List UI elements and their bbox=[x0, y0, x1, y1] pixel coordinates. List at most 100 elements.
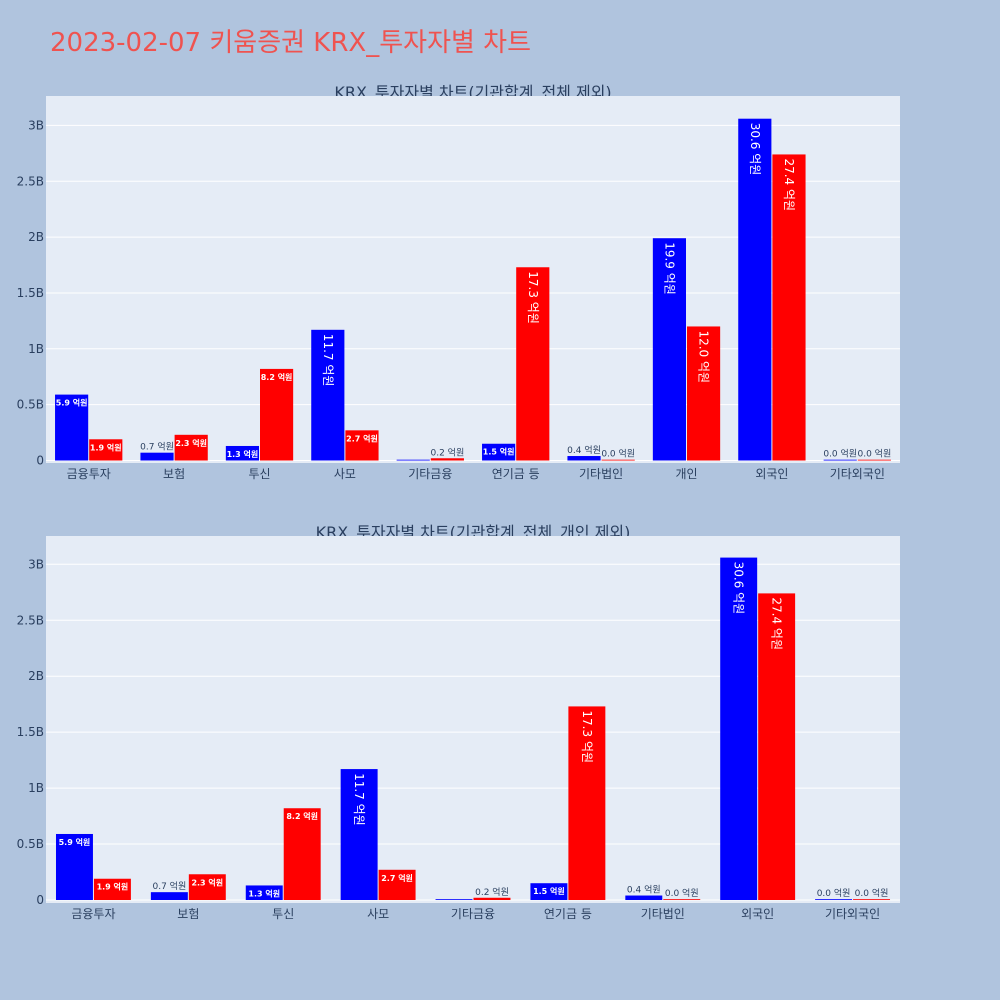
data-label: 30.6 억원 bbox=[732, 562, 746, 615]
data-label: 0.0 억원 bbox=[823, 448, 857, 460]
data-label: 2.7 억원 bbox=[346, 433, 378, 443]
data-label: 2.3 억원 bbox=[191, 877, 223, 887]
data-label: 11.7 억원 bbox=[352, 773, 366, 826]
y-tick-label: 1.5B bbox=[17, 286, 44, 300]
bar-blue bbox=[738, 118, 772, 461]
x-tick-label: 기타법인 bbox=[579, 467, 623, 481]
bar-blue bbox=[625, 895, 663, 900]
data-label: 0.7 억원 bbox=[152, 880, 186, 892]
data-label: 8.2 억원 bbox=[286, 811, 318, 821]
y-tick-label: 2.5B bbox=[17, 174, 44, 188]
bar-red bbox=[345, 430, 379, 461]
data-label: 27.4 억원 bbox=[782, 158, 796, 211]
bar-blue bbox=[311, 329, 345, 461]
x-tick-label: 투신 bbox=[248, 467, 270, 481]
data-label: 2.7 억원 bbox=[381, 873, 413, 883]
bar-red bbox=[568, 706, 606, 900]
bar-red bbox=[772, 154, 806, 461]
x-tick-label: 연기금 등 bbox=[544, 907, 592, 921]
plot-area bbox=[46, 536, 900, 903]
x-tick-label: 금융투자 bbox=[67, 467, 111, 481]
y-tick-label: 2B bbox=[28, 669, 44, 683]
bar-red bbox=[853, 899, 891, 900]
data-label: 17.3 억원 bbox=[580, 710, 594, 763]
y-tick-label: 1.5B bbox=[17, 725, 44, 739]
bar-red bbox=[260, 368, 294, 461]
x-tick-label: 기타외국인 bbox=[825, 907, 880, 921]
y-tick-label: 0.5B bbox=[17, 837, 44, 851]
y-tick-label: 2.5B bbox=[17, 613, 44, 627]
data-label: 0.0 억원 bbox=[601, 448, 635, 460]
data-label: 0.0 억원 bbox=[665, 887, 699, 899]
bar-red bbox=[93, 878, 131, 900]
data-label: 0.4 억원 bbox=[567, 444, 601, 456]
bar-blue bbox=[55, 394, 89, 461]
data-label: 5.9 억원 bbox=[56, 398, 88, 408]
data-label: 2.3 억원 bbox=[175, 438, 207, 448]
bar-red bbox=[516, 267, 550, 461]
y-tick-label: 0.5B bbox=[17, 398, 44, 412]
bar-red bbox=[430, 458, 464, 461]
bar-blue bbox=[435, 899, 473, 900]
y-tick-label: 3B bbox=[28, 557, 44, 571]
data-label: 0.2 억원 bbox=[431, 446, 465, 458]
data-label: 1.3 억원 bbox=[248, 888, 280, 898]
y-tick-label: 1B bbox=[28, 781, 44, 795]
bar-blue bbox=[150, 892, 188, 900]
bar-blue bbox=[340, 769, 378, 900]
bar-red bbox=[663, 899, 701, 900]
data-label: 1.3 억원 bbox=[227, 449, 259, 459]
data-label: 1.5 억원 bbox=[483, 447, 515, 457]
data-label: 12.0 억원 bbox=[697, 330, 711, 383]
bar-red bbox=[378, 869, 416, 900]
data-label: 27.4 억원 bbox=[770, 597, 784, 650]
x-tick-label: 투신 bbox=[272, 907, 294, 921]
bar-blue bbox=[823, 459, 857, 461]
bar-blue bbox=[140, 452, 174, 461]
bar-blue bbox=[482, 443, 516, 461]
bar-blue bbox=[652, 238, 686, 461]
y-tick-label: 3B bbox=[28, 118, 44, 132]
bar-red bbox=[89, 439, 123, 461]
x-tick-label: 기타법인 bbox=[641, 907, 685, 921]
bar-blue bbox=[720, 557, 758, 900]
x-tick-label: 사모 bbox=[367, 907, 389, 921]
y-tick-label: 2B bbox=[28, 230, 44, 244]
data-label: 11.7 억원 bbox=[321, 334, 335, 387]
bar-blue bbox=[245, 885, 283, 900]
x-tick-label: 금융투자 bbox=[71, 907, 115, 921]
bar-blue bbox=[567, 456, 601, 461]
bar-blue bbox=[225, 445, 259, 461]
bar-red bbox=[174, 434, 208, 461]
data-label: 0.0 억원 bbox=[817, 887, 851, 899]
x-tick-label: 개인 bbox=[675, 467, 697, 481]
bar-red bbox=[283, 808, 321, 900]
plot-area bbox=[46, 96, 900, 463]
data-label: 1.5 억원 bbox=[533, 886, 565, 896]
bar-red bbox=[758, 593, 796, 900]
x-tick-label: 연기금 등 bbox=[492, 467, 540, 481]
x-tick-label: 외국인 bbox=[755, 467, 788, 481]
x-tick-label: 사모 bbox=[334, 467, 356, 481]
bar-blue bbox=[55, 833, 93, 900]
data-label: 30.6 억원 bbox=[748, 123, 762, 176]
x-tick-label: 기타금융 bbox=[408, 467, 452, 481]
bar-red bbox=[857, 459, 891, 461]
data-label: 0.2 억원 bbox=[475, 886, 509, 898]
page-title: 2023-02-07 키움증권 KRX_투자자별 차트 bbox=[50, 28, 532, 58]
y-tick-label: 1B bbox=[28, 342, 44, 356]
data-label: 8.2 억원 bbox=[261, 372, 293, 382]
bar-blue bbox=[815, 899, 853, 900]
bar-blue bbox=[396, 459, 430, 461]
x-tick-label: 외국인 bbox=[741, 907, 774, 921]
bar-red bbox=[188, 874, 226, 900]
bar-red bbox=[601, 459, 635, 461]
y-tick-label: 0 bbox=[36, 893, 44, 907]
x-tick-label: 보험 bbox=[163, 467, 185, 481]
bar-red bbox=[473, 897, 511, 900]
data-label: 1.9 억원 bbox=[90, 442, 122, 452]
data-label: 0.0 억원 bbox=[858, 448, 892, 460]
